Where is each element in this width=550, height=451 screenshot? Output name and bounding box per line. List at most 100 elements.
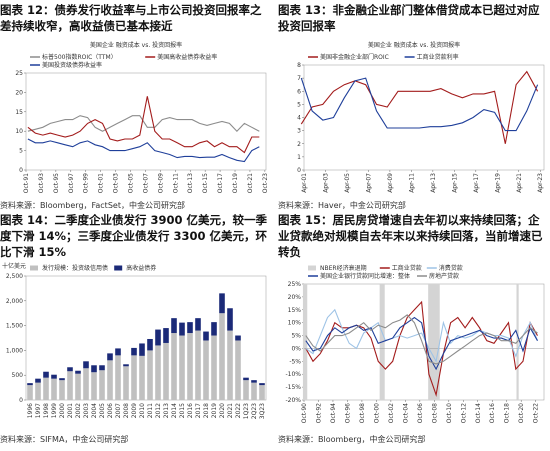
bar-segment xyxy=(27,385,33,400)
x-tick-label: 2021 xyxy=(227,403,234,418)
y-tick-label: 20 xyxy=(15,89,23,96)
y-tick-label: 25 xyxy=(15,70,23,77)
y-axis-label: 十亿美元 xyxy=(2,262,26,270)
legend-label: NBER经济衰退期 xyxy=(320,264,367,272)
x-tick-label: Oct-22 xyxy=(533,403,540,423)
bar-segment xyxy=(131,347,137,356)
x-tick-label: 2010 xyxy=(139,403,146,418)
x-tick-label: Oct-23 xyxy=(262,173,269,193)
legend-label: 工商业贷款 xyxy=(392,264,422,272)
y-tick-label: 5 xyxy=(297,101,301,108)
bar-segment xyxy=(59,380,65,400)
y-tick-label: 2,000 xyxy=(6,298,23,305)
bar-segment xyxy=(243,380,249,400)
bar-segment xyxy=(91,365,97,373)
bar-segment xyxy=(35,378,41,383)
panel: 图表 14：二季度企业债发行 3900 亿美元，较一季度下滑 14%；三季度企业… xyxy=(0,212,272,451)
bar-segment xyxy=(203,331,209,341)
x-tick-label: 2001 xyxy=(67,403,74,418)
y-tick-label: 0 xyxy=(19,397,23,404)
legend-label: 美国高收益债券收益率 xyxy=(157,53,217,61)
bar-segment xyxy=(75,370,81,374)
x-tick-label: Apr-03 xyxy=(322,173,329,193)
x-tick-label: 1998 xyxy=(43,403,50,418)
bar-segment xyxy=(115,348,121,356)
y-tick-label: 1,000 xyxy=(6,347,23,354)
x-tick-label: Oct-21 xyxy=(247,173,254,193)
y-tick-label: 5 xyxy=(19,148,23,155)
x-tick-label: Oct-94 xyxy=(330,403,337,423)
y-tick-label: 2 xyxy=(297,141,301,148)
bar-segment xyxy=(219,313,225,400)
bar-segment xyxy=(43,377,49,400)
bar-segment xyxy=(75,373,81,400)
x-tick-label: Apr-05 xyxy=(344,173,351,193)
bar-segment xyxy=(107,353,113,361)
bar-segment xyxy=(211,322,217,336)
y-tick-label: 1 xyxy=(297,154,301,161)
bar-segment xyxy=(195,318,201,331)
bar-segment xyxy=(187,322,193,334)
y-tick-label: 1,500 xyxy=(6,323,23,330)
bar-segment xyxy=(179,322,185,336)
figure-title: 图表 12：债券发行收益率与上市公司投资回报率之差持续收窄，高收益债已基本接近 xyxy=(0,3,262,33)
x-tick-label: Oct-14 xyxy=(475,403,482,423)
figure-title: 图表 13：非金融企业部门整体借贷成本已超过对应投资回报率 xyxy=(278,3,540,33)
y-tick-label: 3 xyxy=(297,128,301,135)
legend-label: 标普500指数ROIC（TTM） xyxy=(42,53,117,61)
x-tick-label: Oct-13 xyxy=(187,173,194,193)
x-tick-label: 2007 xyxy=(115,403,122,418)
bar-segment xyxy=(235,340,241,400)
bar-segment xyxy=(211,335,217,400)
bar-segment xyxy=(147,350,153,400)
legend-swatch xyxy=(114,265,123,271)
x-tick-label: Oct-19 xyxy=(232,173,239,193)
bar-segment xyxy=(123,364,129,367)
series-line xyxy=(300,77,539,132)
x-tick-label: 2015 xyxy=(179,403,186,418)
x-tick-label: Apr-11 xyxy=(408,173,415,193)
bar-segment xyxy=(235,335,241,341)
y-tick-label: -10% xyxy=(285,371,301,378)
y-tick-label: 6 xyxy=(297,88,301,95)
bar-segment xyxy=(59,378,65,381)
bar-segment xyxy=(67,367,73,372)
y-tick-label: 5% xyxy=(291,333,301,340)
x-tick-label: Oct-02 xyxy=(388,403,395,423)
figure-title: 图表 15：居民房贷增速自去年初以来持续回落；企业贷款绝对规模自去年末以来持续回… xyxy=(278,213,543,259)
bar-segment xyxy=(147,338,153,351)
x-tick-label: 2014 xyxy=(171,403,178,418)
x-tick-label: 2002 xyxy=(75,403,82,418)
panel: 图表 12：债券发行收益率与上市公司投资回报率之差持续收窄，高收益债已基本接近 … xyxy=(0,2,272,210)
y-tick-label: -5% xyxy=(289,358,301,365)
x-tick-label: 2009 xyxy=(131,403,138,418)
bar-segment xyxy=(171,318,177,334)
x-tick-label: Oct-96 xyxy=(344,403,351,423)
bar-segment xyxy=(227,330,233,400)
y-tick-label: 4 xyxy=(297,115,301,122)
x-tick-label: Oct-03 xyxy=(113,173,120,193)
x-tick-label: Oct-15 xyxy=(202,173,209,193)
x-tick-label: Oct-17 xyxy=(217,173,224,193)
source: 资料来源：Bloomberg，中金公司研究部 xyxy=(278,435,426,444)
legend-swatch xyxy=(30,265,38,271)
x-tick-label: Oct-16 xyxy=(489,403,496,423)
recession-band xyxy=(302,284,308,400)
series-line xyxy=(300,70,539,144)
legend-label: 工商业贷款利率 xyxy=(417,53,459,61)
legend-label: 美国非金融企业部门ROIC xyxy=(320,53,389,61)
legend-label: 房地产贷款 xyxy=(429,272,459,280)
bar-segment xyxy=(187,333,193,400)
x-tick-label: 1Q23 xyxy=(243,403,250,419)
legend-swatch xyxy=(308,265,316,271)
plot-frame xyxy=(25,72,267,171)
x-tick-label: Oct-99 xyxy=(83,173,90,193)
y-tick-label: 10% xyxy=(288,320,302,327)
bar-segment xyxy=(35,382,41,400)
chart: 发行规模：投资级信用债 高收益债券 十亿美元 0 500 1,000 1,500 2,000 2… xyxy=(2,262,267,419)
y-tick-label: -15% xyxy=(285,384,301,391)
plot-frame xyxy=(25,275,267,401)
x-tick-label: Oct-08 xyxy=(431,403,438,423)
plot-frame xyxy=(303,283,545,401)
